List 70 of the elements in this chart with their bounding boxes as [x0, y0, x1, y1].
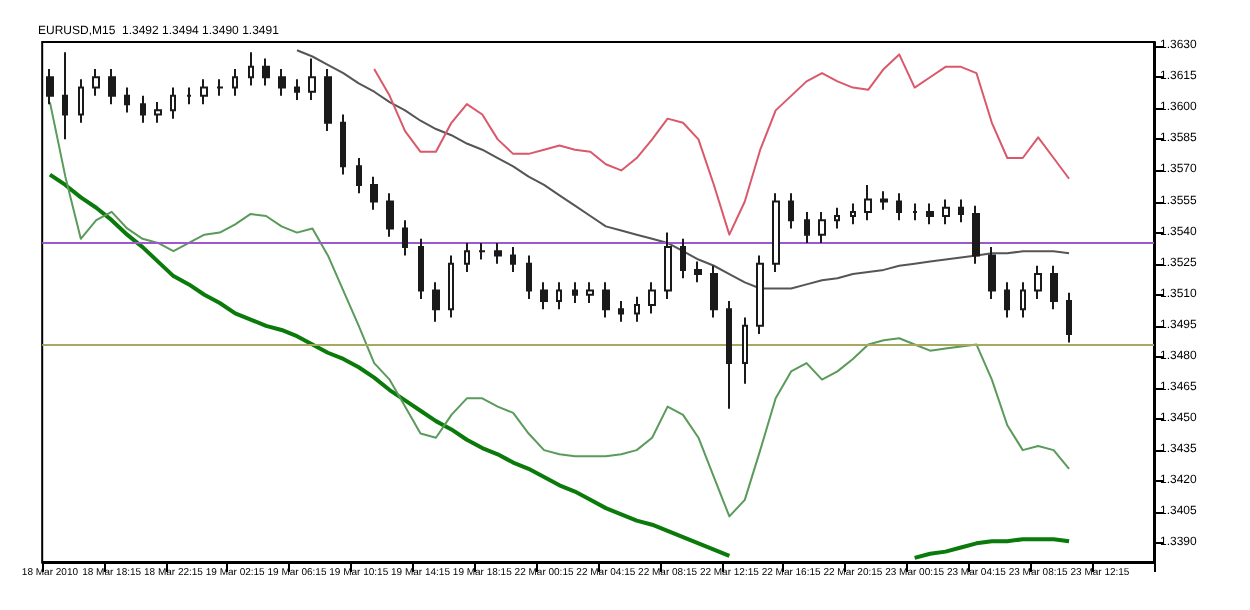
candlestick — [494, 241, 502, 265]
candlestick — [726, 299, 732, 410]
candlestick — [896, 192, 902, 222]
candlestick — [46, 67, 54, 106]
candlestick — [340, 113, 346, 176]
candlestick — [958, 198, 964, 224]
candlestick — [664, 231, 672, 300]
candlestick — [586, 281, 594, 305]
candlestick — [772, 192, 780, 273]
candlestick — [140, 94, 146, 124]
candlestick — [386, 192, 394, 238]
candlestick — [912, 202, 918, 222]
candlestick — [618, 299, 624, 323]
candlestick — [1020, 281, 1026, 319]
candlestick — [926, 202, 934, 226]
candlestick — [432, 281, 440, 323]
candlestick — [62, 51, 68, 141]
candlestick — [232, 67, 238, 97]
candlestick — [170, 86, 176, 120]
candlestick — [464, 241, 470, 273]
candlestick — [972, 204, 980, 265]
candlestick — [308, 57, 316, 102]
candlestick — [850, 202, 856, 226]
candlestick — [278, 67, 286, 97]
line-series — [48, 101, 1071, 518]
candlestick — [880, 190, 888, 211]
line-series — [295, 49, 1071, 290]
candlestick — [540, 281, 548, 311]
candlestick — [788, 192, 794, 230]
candlestick — [216, 78, 224, 97]
candlestick — [478, 241, 486, 261]
candlestick — [572, 281, 578, 305]
candlestick — [248, 51, 254, 87]
candlestick — [804, 210, 810, 244]
candlestick — [834, 206, 840, 230]
candlestick — [694, 260, 702, 284]
candlestick — [186, 86, 192, 106]
candlestick — [742, 316, 748, 385]
candlestick — [1066, 291, 1072, 344]
candlestick — [356, 157, 362, 195]
candlestick — [418, 237, 424, 300]
candlestick — [556, 281, 562, 311]
candlestick — [818, 210, 826, 244]
candlestick — [510, 246, 516, 273]
candlestick — [526, 254, 532, 300]
candlestick — [864, 183, 872, 222]
candlestick — [942, 198, 950, 226]
candlestick — [200, 78, 208, 106]
candlestick — [602, 281, 610, 319]
candlestick — [262, 57, 270, 87]
candlestick — [402, 219, 408, 257]
candlestick — [448, 254, 454, 319]
candlestick — [108, 67, 116, 106]
candlestick — [78, 78, 84, 124]
candlestick — [124, 86, 130, 114]
candlestick — [92, 67, 100, 97]
candlestick — [756, 254, 764, 336]
candlestick — [1050, 264, 1058, 311]
candlestick — [988, 246, 996, 300]
candlestick — [634, 295, 640, 323]
candlestick — [1004, 281, 1010, 319]
candlestick — [370, 175, 378, 211]
candlestick — [648, 281, 656, 315]
candlestick — [680, 237, 686, 280]
candlestick — [154, 101, 162, 124]
candlestick — [1034, 264, 1042, 300]
candlestick — [324, 67, 332, 133]
candlestick — [294, 78, 300, 102]
line-series — [373, 53, 1071, 236]
candlestick — [710, 264, 718, 319]
